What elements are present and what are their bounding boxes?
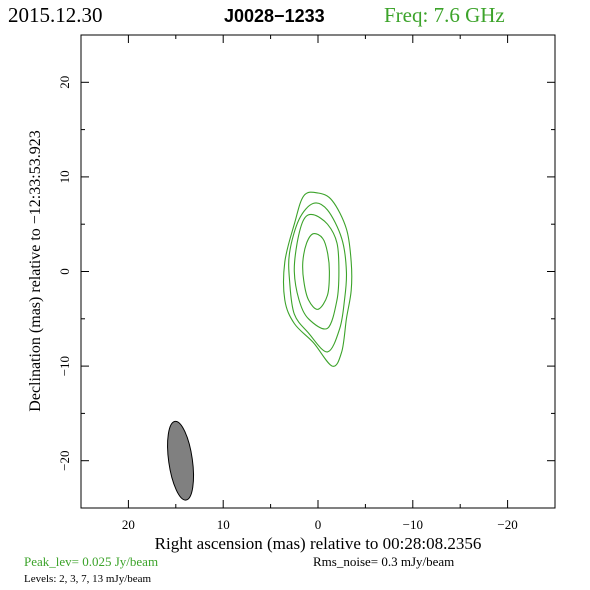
rms-noise: Rms_noise= 0.3 mJy/beam [313, 554, 454, 569]
contour-levels: Levels: 2, 3, 7, 13 mJy/beam [24, 573, 152, 585]
x-tick-label: 10 [217, 517, 230, 532]
y-tick-label: 20 [57, 76, 72, 89]
peak-level: Peak_lev= 0.025 Jy/beam [24, 554, 158, 569]
x-tick-label: 0 [315, 517, 322, 532]
source-name: J0028−1233 [224, 6, 325, 26]
y-axis-label: Declination (mas) relative to −12:33:53.… [27, 130, 44, 411]
y-tick-label: −10 [57, 356, 72, 376]
y-tick-label: 0 [57, 268, 72, 275]
axis-ticks [80, 34, 556, 509]
beam-ellipse-group [167, 420, 195, 501]
x-tick-labels: 20 10 0 −10 −20 [122, 517, 518, 532]
x-axis-label: Right ascension (mas) relative to 00:28:… [155, 534, 482, 553]
x-tick-label: 20 [122, 517, 135, 532]
plot-frame [80, 34, 556, 509]
contour-level-13 [302, 232, 330, 310]
contour-lines [283, 191, 353, 367]
y-tick-label: 10 [57, 170, 72, 183]
frequency-label: Freq: 7.6 GHz [384, 3, 505, 27]
y-tick-label: −20 [57, 451, 72, 471]
observation-date: 2015.12.30 [8, 3, 103, 27]
contour-level-3 [288, 202, 348, 353]
x-tick-label: −20 [497, 517, 517, 532]
beam-ellipse [167, 420, 195, 501]
y-tick-labels: 20 10 0 −10 −20 [57, 76, 72, 471]
contour-level-7 [293, 213, 340, 330]
x-tick-label: −10 [403, 517, 423, 532]
contour-level-2 [283, 191, 353, 367]
